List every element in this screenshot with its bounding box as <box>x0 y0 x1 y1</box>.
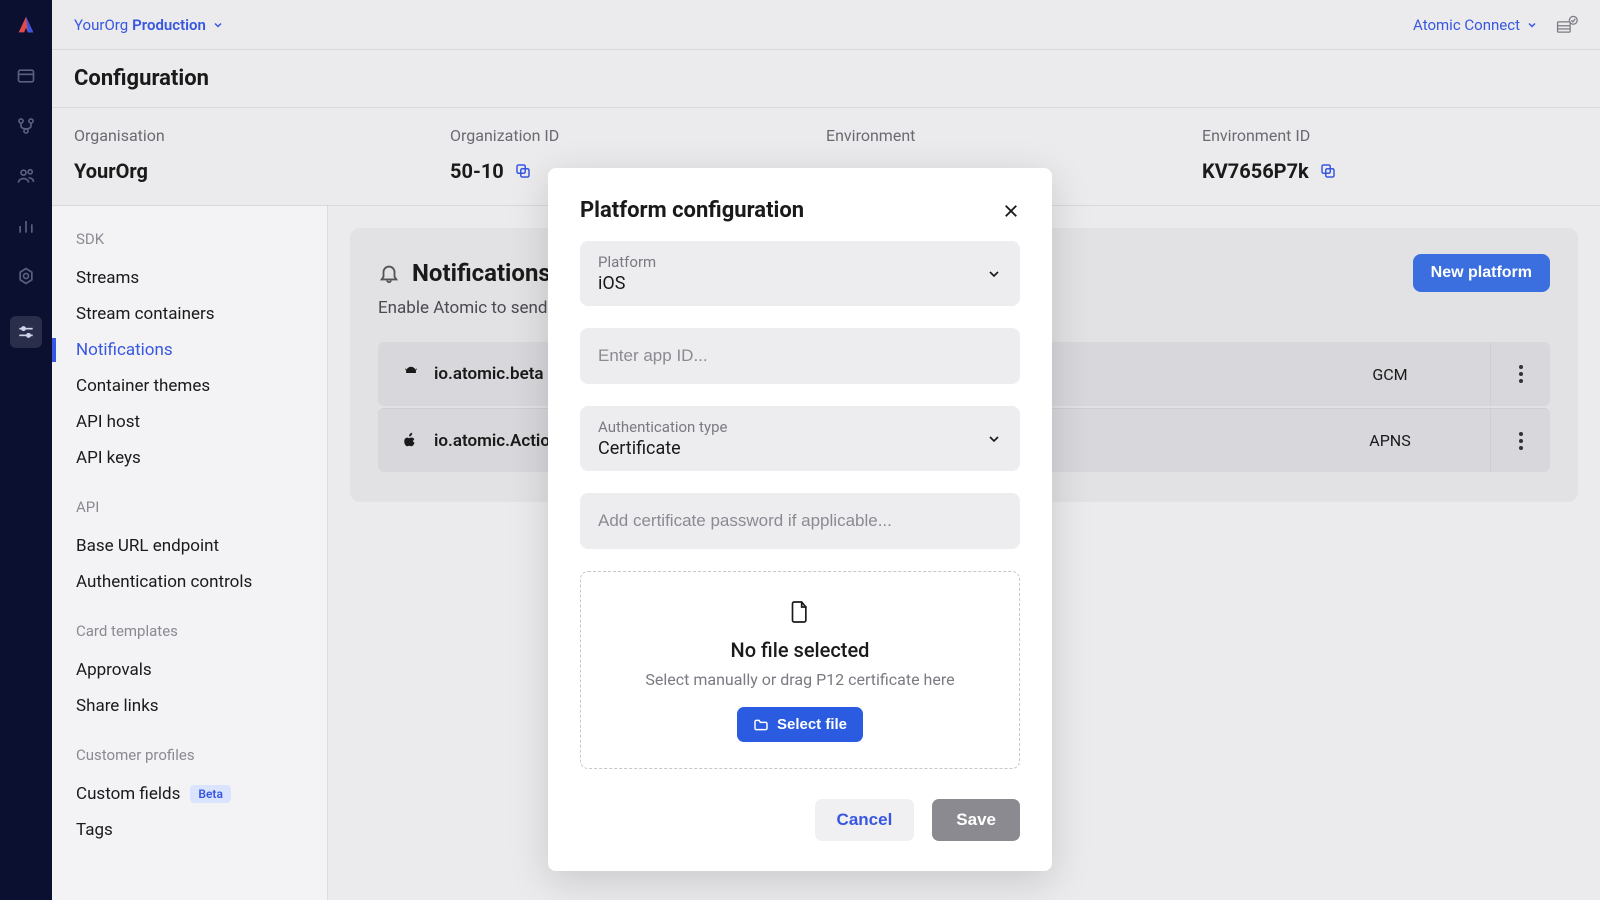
save-button[interactable]: Save <box>932 799 1020 841</box>
platform-config-modal: Platform configuration Platform iOS Auth… <box>548 168 1052 871</box>
folder-icon <box>753 717 769 733</box>
file-dropzone[interactable]: No file selected Select manually or drag… <box>580 571 1020 769</box>
close-icon[interactable] <box>1002 202 1020 220</box>
platform-select-value: iOS <box>598 273 1002 294</box>
app-id-input[interactable] <box>598 340 1002 372</box>
file-icon <box>790 600 810 624</box>
app-id-input-wrap <box>580 328 1020 384</box>
dropzone-title: No file selected <box>601 638 999 662</box>
auth-type-label: Authentication type <box>598 418 1002 436</box>
select-file-button[interactable]: Select file <box>737 707 863 742</box>
dropzone-subtitle: Select manually or drag P12 certificate … <box>601 670 999 689</box>
cert-password-input[interactable] <box>598 505 1002 537</box>
modal-backdrop: Platform configuration Platform iOS Auth… <box>0 0 1600 900</box>
chevron-down-icon <box>986 431 1002 447</box>
auth-type-value: Certificate <box>598 438 1002 459</box>
chevron-down-icon <box>986 266 1002 282</box>
cert-password-input-wrap <box>580 493 1020 549</box>
auth-type-select[interactable]: Authentication type Certificate <box>580 406 1020 471</box>
platform-select-label: Platform <box>598 253 1002 271</box>
select-file-label: Select file <box>777 716 847 733</box>
cancel-button[interactable]: Cancel <box>815 799 915 841</box>
platform-select[interactable]: Platform iOS <box>580 241 1020 306</box>
modal-title: Platform configuration <box>580 198 1002 223</box>
